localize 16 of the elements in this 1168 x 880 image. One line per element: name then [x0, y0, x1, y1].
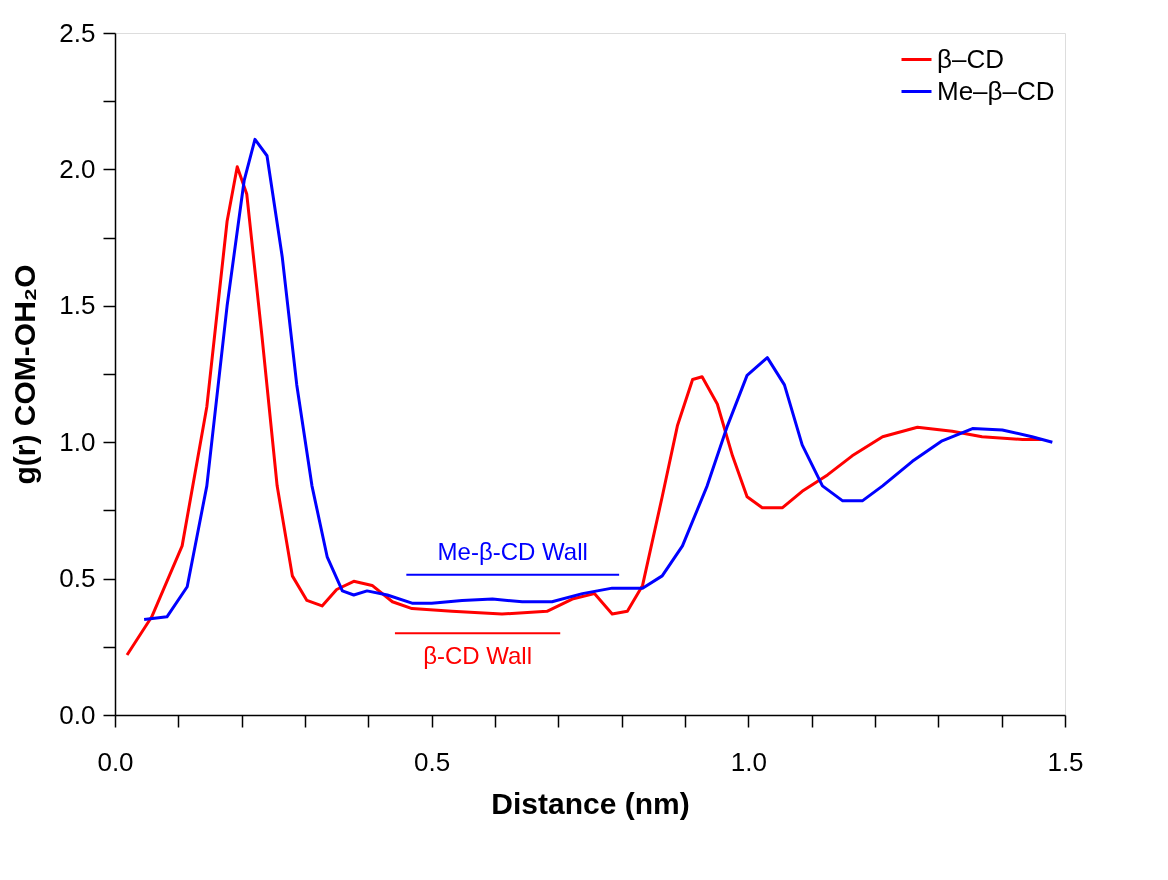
x-tick-label: 0.0: [97, 746, 134, 777]
annotation: β-CD Wall: [423, 642, 533, 670]
x-tick-label: 1.0: [730, 746, 767, 777]
y-tick-label: 1.5: [59, 290, 96, 321]
legend-label: Me–β–CD: [937, 75, 1055, 106]
x-tick-label: 0.5: [414, 746, 451, 777]
x-axis-title: Distance (nm): [491, 786, 690, 820]
y-tick-label: 2.5: [59, 17, 96, 48]
x-tick-label: 1.5: [1047, 746, 1084, 777]
y-tick-label: 1.0: [59, 426, 96, 457]
legend-label: β–CD: [937, 43, 1004, 74]
y-axis-title: g(r) COM-OH₂O: [8, 264, 42, 485]
y-tick-label: 2.0: [59, 153, 96, 184]
annotation: Me-β-CD Wall: [437, 537, 588, 565]
y-tick-label: 0.0: [59, 699, 96, 730]
y-tick-label: 0.5: [59, 563, 96, 594]
